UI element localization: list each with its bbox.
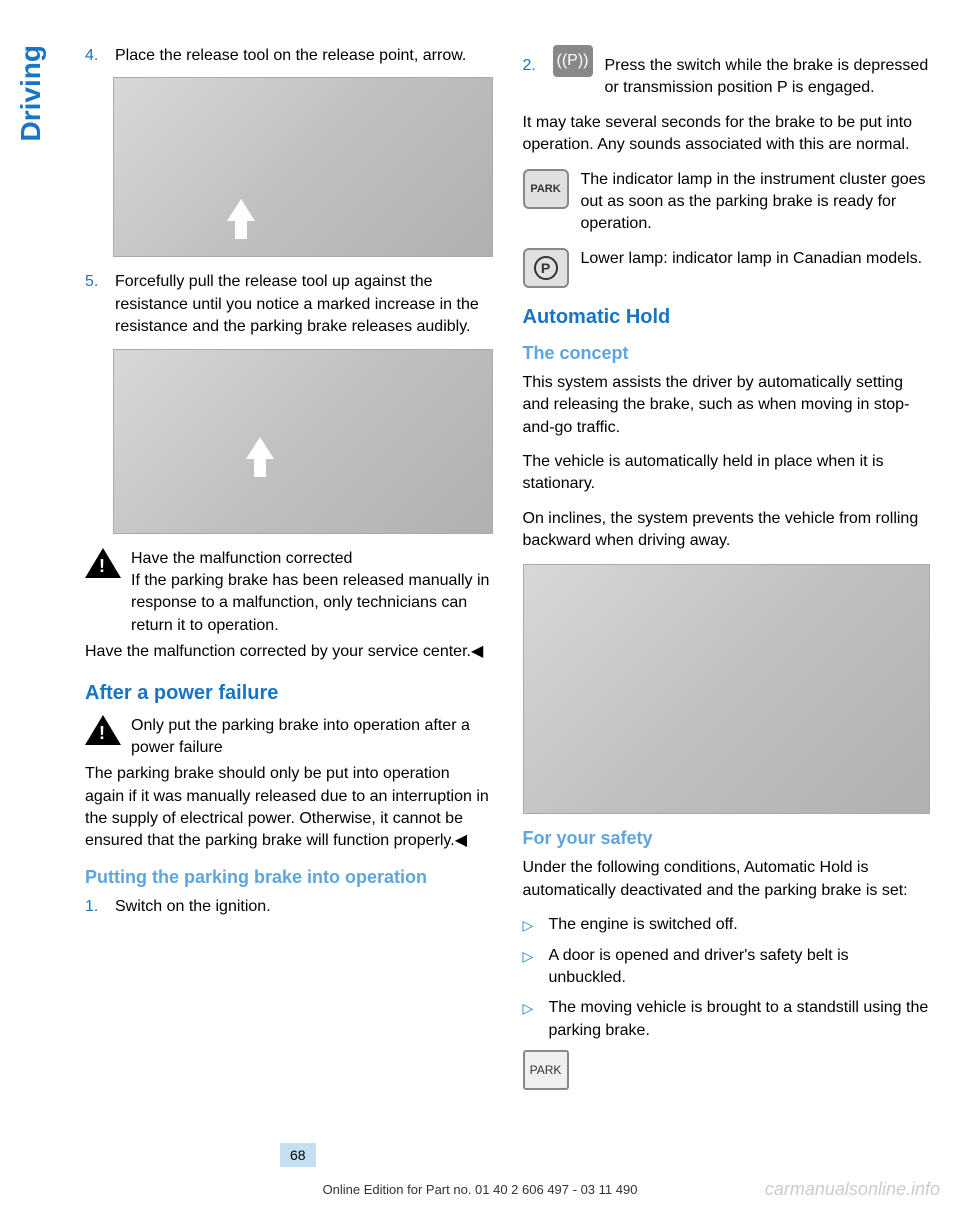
- heading-concept: The concept: [523, 343, 931, 364]
- safety-intro: Under the following conditions, Automati…: [523, 857, 931, 902]
- warning-body-text: If the parking brake has been released m…: [131, 572, 489, 634]
- arrow-up-icon: [246, 437, 274, 459]
- bullet-icon: ▷: [523, 997, 537, 1042]
- warning-text: Have the malfunction corrected If the pa…: [131, 548, 493, 638]
- heading-putting-brake: Putting the parking brake into operation: [85, 867, 493, 888]
- step-1: 1. Switch on the ignition.: [85, 896, 493, 918]
- step-2: 2. ((P)) Press the switch while the brak…: [523, 45, 931, 100]
- right-column: 2. ((P)) Press the switch while the brak…: [523, 45, 931, 1090]
- step-number: 4.: [85, 45, 103, 67]
- arrow-up-icon: [227, 199, 255, 221]
- park-canadian-row: P Lower lamp: indicator lamp in Canadian…: [523, 248, 931, 288]
- park-indicator-row: PARK The indicator lamp in the instrumen…: [523, 169, 931, 236]
- warning-malfunction: ! Have the malfunction corrected If the …: [85, 548, 493, 638]
- step-text: Forcefully pull the release tool up agai…: [115, 271, 493, 338]
- watermark: carmanualsonline.info: [765, 1179, 940, 1200]
- concept-para-2: The vehicle is automatically held in pla…: [523, 451, 931, 496]
- step-5: 5. Forcefully pull the release tool up a…: [85, 271, 493, 338]
- park-indicator-icon: PARK: [523, 1050, 569, 1090]
- parking-switch-icon: ((P)): [553, 45, 593, 77]
- warning-power-failure: ! Only put the parking brake into operat…: [85, 715, 493, 760]
- warning-body-text: The parking brake should only be put int…: [85, 763, 493, 853]
- concept-para-3: On inclines, the system prevents the veh…: [523, 508, 931, 553]
- warning-icon: !: [85, 715, 121, 747]
- arrow-stem-icon: [254, 457, 266, 477]
- warning-title: Only put the parking brake into operatio…: [131, 715, 493, 760]
- page-content: 4. Place the release tool on the release…: [85, 45, 930, 1090]
- step-text: Switch on the ignition.: [115, 896, 493, 918]
- park-canadian-text: Lower lamp: indicator lamp in Canadian m…: [581, 248, 931, 270]
- park-canadian-icon: P: [523, 248, 569, 288]
- figure-release-point: [113, 77, 493, 257]
- park-indicator-icon: PARK: [523, 169, 569, 209]
- left-column: 4. Place the release tool on the release…: [85, 45, 493, 1090]
- page-number: 68: [280, 1143, 316, 1167]
- step-text: Press the switch while the brake is depr…: [605, 45, 931, 100]
- bullet-text: The engine is switched off.: [549, 914, 738, 936]
- step-number: 1.: [85, 896, 103, 918]
- heading-safety: For your safety: [523, 828, 931, 849]
- step-number: 5.: [85, 271, 103, 338]
- figure-release-pull: [113, 349, 493, 534]
- circle-p-icon: P: [534, 256, 558, 280]
- warning-icon: !: [85, 548, 121, 580]
- bullet-standstill: ▷ The moving vehicle is brought to a sta…: [523, 997, 931, 1042]
- heading-after-power-failure: After a power failure: [85, 682, 493, 705]
- concept-para-1: This system assists the driver by automa…: [523, 372, 931, 439]
- bullet-text: The moving vehicle is brought to a stand…: [549, 997, 931, 1042]
- bullet-engine-off: ▷ The engine is switched off.: [523, 914, 931, 936]
- bullet-text: A door is opened and driver's safety bel…: [549, 945, 931, 990]
- warning-title: Have the malfunction corrected: [131, 550, 352, 567]
- bullet-icon: ▷: [523, 945, 537, 990]
- figure-center-console: [523, 564, 931, 814]
- park-indicator-text: The indicator lamp in the instrument clu…: [581, 169, 931, 236]
- operation-note: It may take several seconds for the brak…: [523, 112, 931, 157]
- bullet-door-open: ▷ A door is opened and driver's safety b…: [523, 945, 931, 990]
- step-4: 4. Place the release tool on the release…: [85, 45, 493, 67]
- side-section-tab: Driving: [15, 45, 47, 141]
- arrow-stem-icon: [235, 219, 247, 239]
- step-text: Place the release tool on the release po…: [115, 45, 493, 67]
- step-number: 2.: [523, 45, 541, 100]
- heading-automatic-hold: Automatic Hold: [523, 306, 931, 329]
- warning-continuation: Have the malfunction corrected by your s…: [85, 641, 493, 663]
- bullet-icon: ▷: [523, 914, 537, 936]
